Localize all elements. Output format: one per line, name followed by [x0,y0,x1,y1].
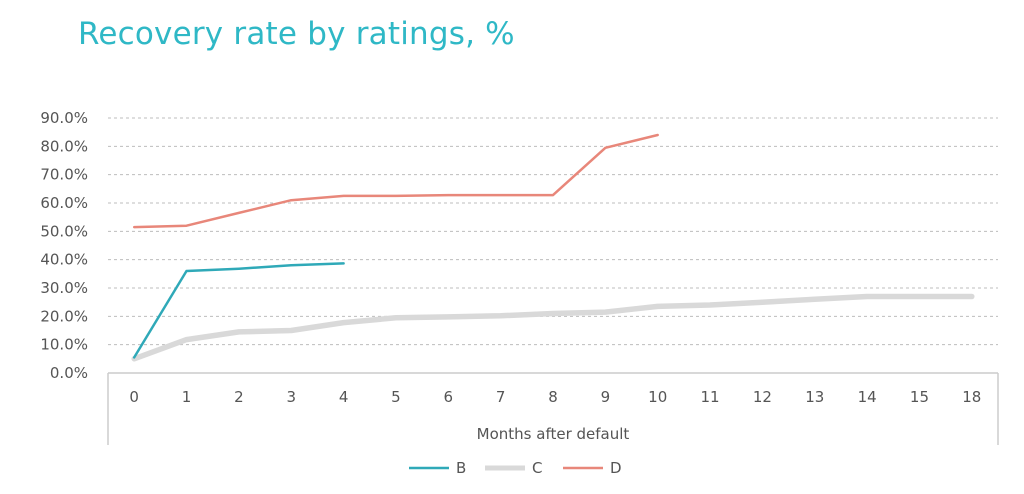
x-tick-label: 3 [286,388,296,406]
x-tick-label: 0 [129,388,139,406]
y-tick-label: 0.0% [50,364,88,382]
legend-label: C [532,459,542,477]
legend-label: D [610,459,622,477]
x-tick-label: 8 [548,388,558,406]
legend-item-b: B [409,459,466,477]
y-tick-label: 30.0% [40,279,88,297]
x-axis-title: Months after default [477,425,630,443]
x-tick-label: 1 [182,388,192,406]
legend-label: B [456,459,466,477]
x-tick-label: 4 [339,388,349,406]
legend-item-d: D [563,459,622,477]
x-tick-label: 9 [601,388,611,406]
x-axis-ticks: 0 1 2 3 4 5 6 7 8 9 10 11 12 13 14 15 18 [129,388,981,406]
y-tick-label: 90.0% [40,109,88,127]
x-tick-label: 5 [391,388,401,406]
category-axis-frame [107,372,999,445]
series-line-b [132,262,345,359]
legend-item-c: C [485,459,542,477]
y-tick-label: 70.0% [40,166,88,184]
y-tick-label: 60.0% [40,194,88,212]
y-tick-label: 50.0% [40,222,88,240]
chart-title: Recovery rate by ratings, % [78,16,515,52]
x-tick-label: 11 [701,388,720,406]
y-tick-label: 20.0% [40,307,88,325]
series-lines [131,133,975,362]
series-line-d [132,133,659,229]
x-tick-label: 14 [858,388,877,406]
x-tick-label: 12 [753,388,772,406]
x-tick-label: 6 [444,388,454,406]
y-tick-label: 80.0% [40,137,88,155]
y-axis-ticks: 0.0% 10.0% 20.0% 30.0% 40.0% 50.0% 60.0% 70.0% 8… [40,109,88,382]
series-line-c [131,293,975,362]
x-tick-label: 2 [234,388,244,406]
gridlines [108,117,998,346]
y-tick-label: 10.0% [40,336,88,354]
legend: B C D [409,459,622,477]
y-tick-label: 40.0% [40,251,88,269]
x-tick-label: 7 [496,388,506,406]
x-tick-label: 13 [805,388,824,406]
x-tick-label: 15 [910,388,929,406]
x-tick-label: 18 [962,388,981,406]
x-tick-label: 10 [648,388,667,406]
